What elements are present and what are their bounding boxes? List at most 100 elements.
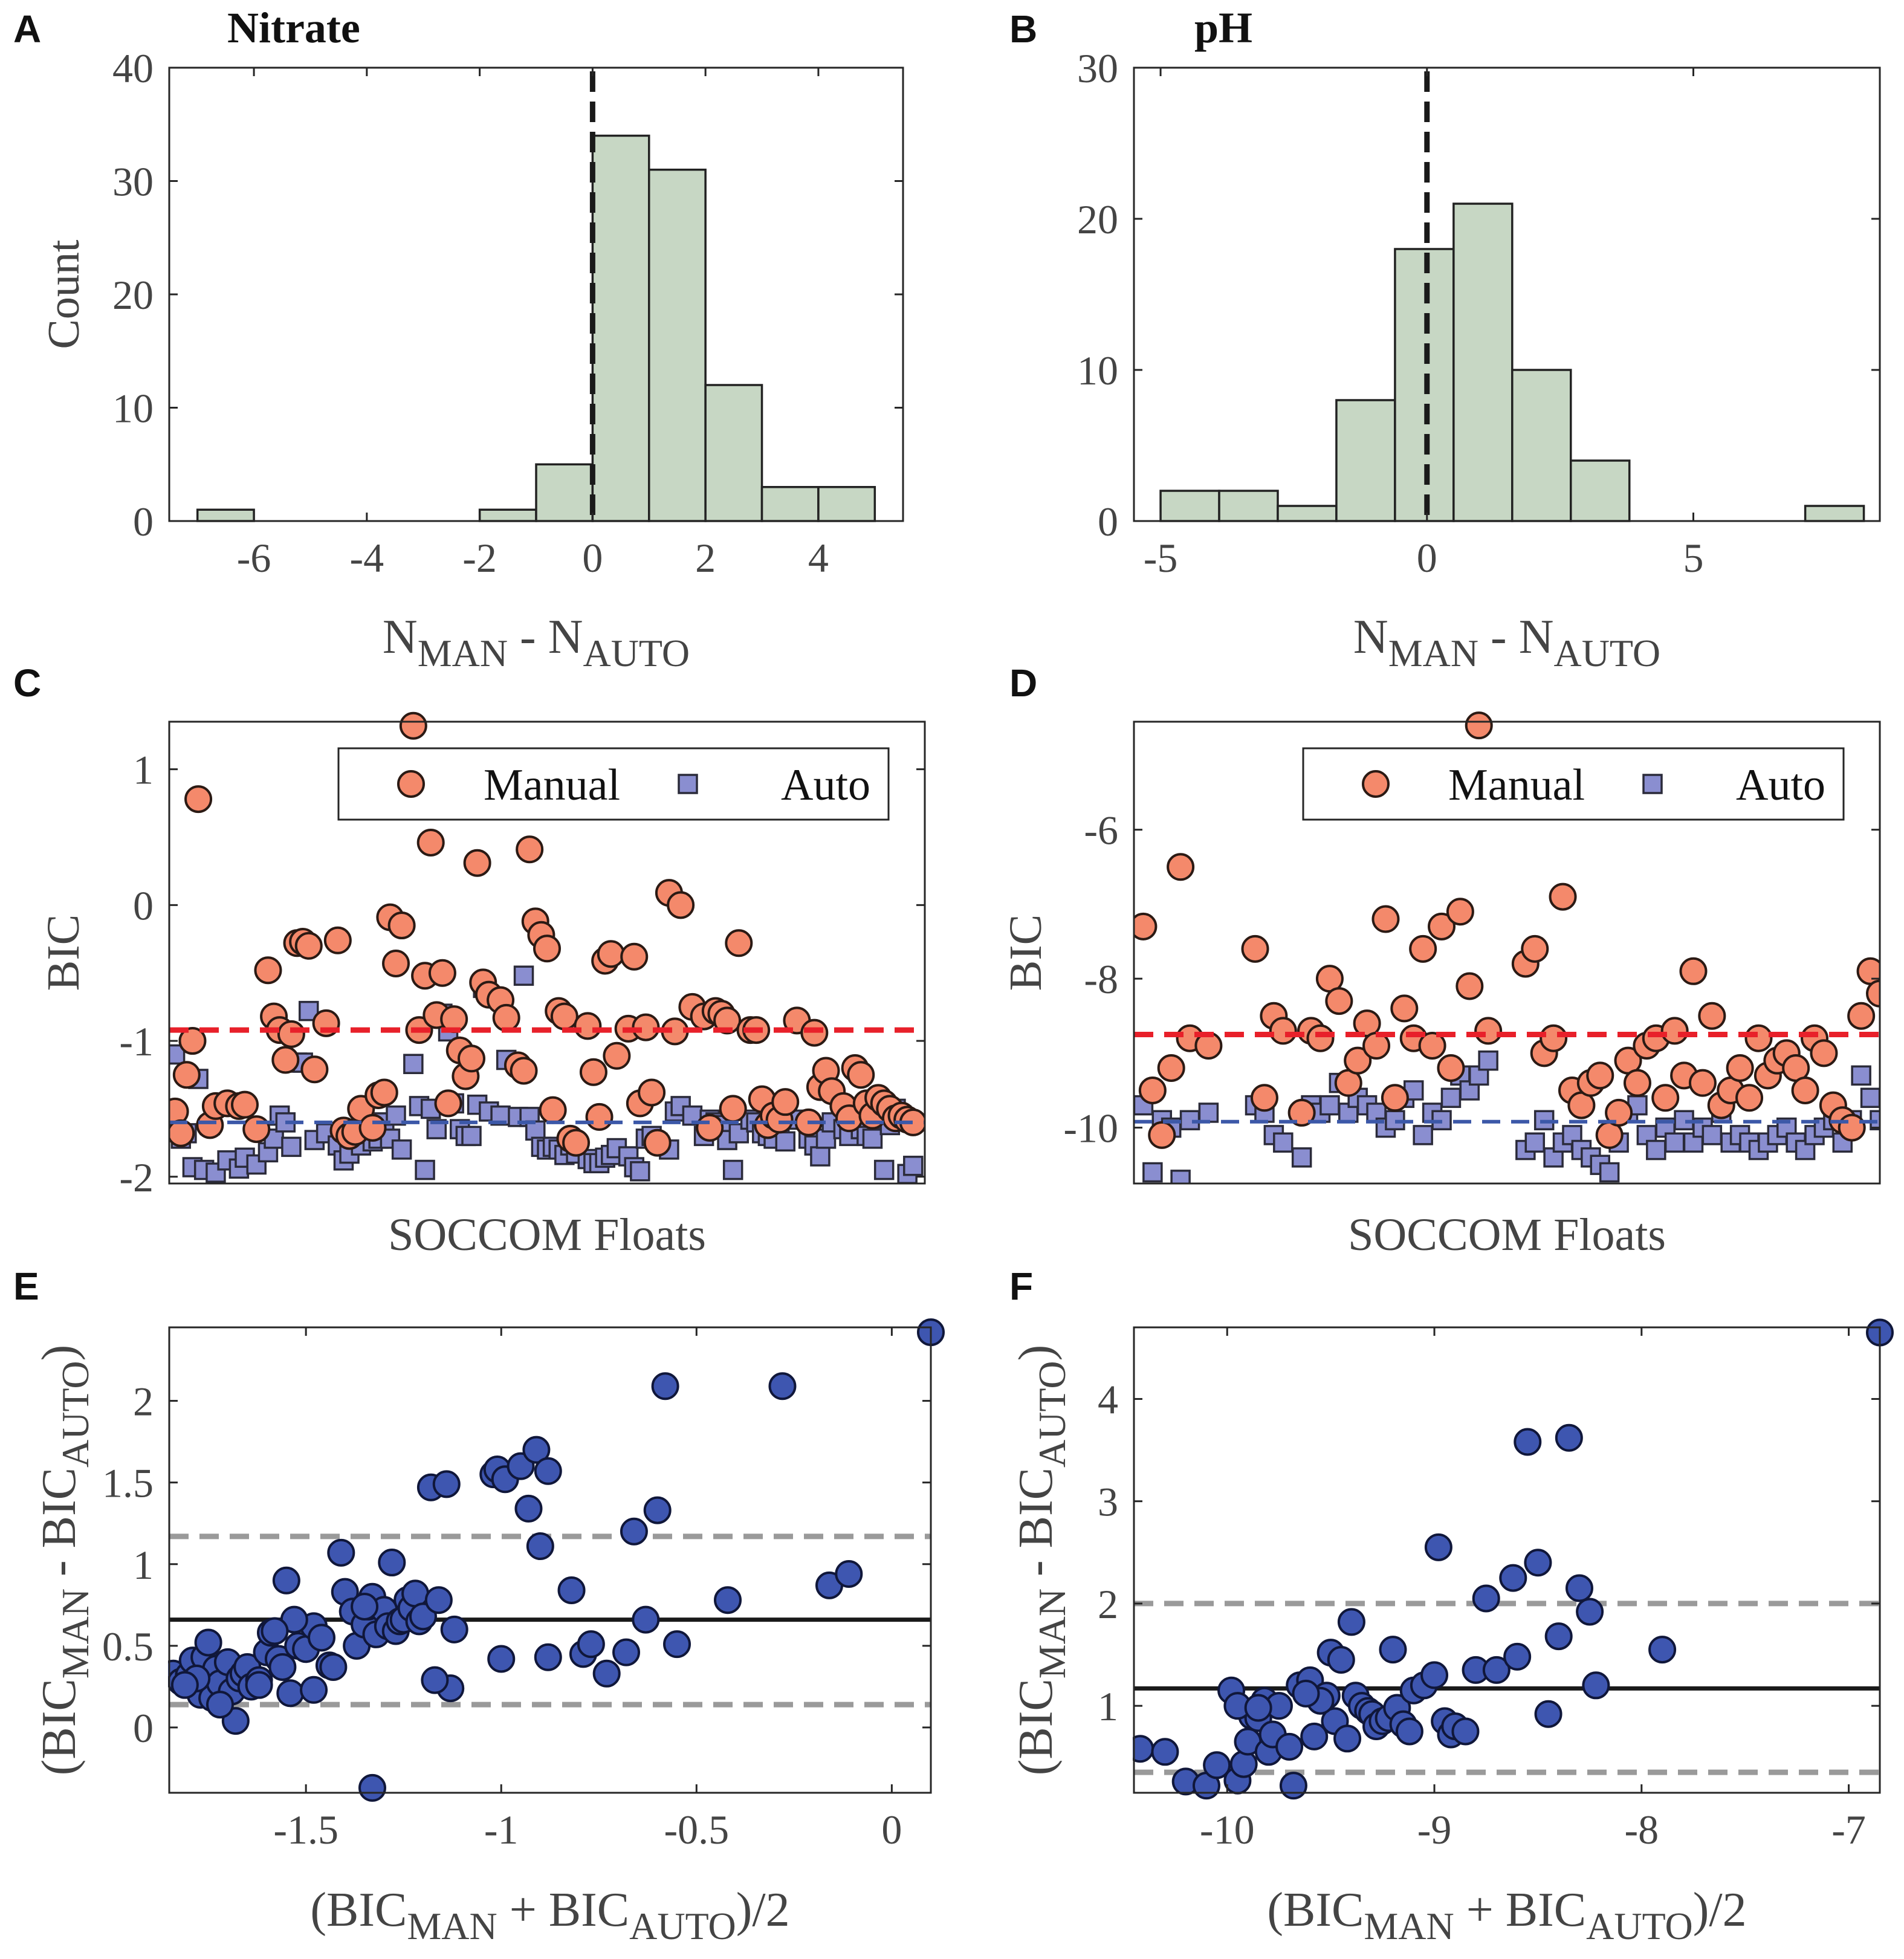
difference-marker	[487, 1645, 516, 1673]
x-tick-label: -1	[484, 1807, 519, 1853]
y-tick-label: 1	[133, 1542, 154, 1588]
plot-frame	[168, 720, 926, 1185]
x-axis-label: SOCCOM Floats	[388, 1209, 706, 1260]
panel-label: F	[1009, 1264, 1033, 1308]
manual-marker	[1474, 1017, 1503, 1045]
legend-auto-label: Auto	[781, 760, 870, 810]
manual-marker	[1138, 1076, 1167, 1104]
panel-A: A Nitrate 0 10 20 30 40 -6 -4 -2 0 2 4 NMAN - NAUTO Co…	[13, 4, 904, 675]
histogram-bar	[1452, 202, 1514, 522]
panel-label: A	[13, 7, 41, 51]
x-tick-label: -10	[1200, 1807, 1255, 1853]
manual-marker	[1465, 711, 1493, 740]
auto-marker	[903, 1156, 924, 1176]
legend-manual-marker	[1362, 770, 1390, 798]
auto-marker	[1440, 1087, 1462, 1109]
manual-marker	[1428, 912, 1456, 941]
difference-marker	[768, 1372, 797, 1400]
manual-marker	[1134, 912, 1158, 941]
difference-marker	[651, 1372, 679, 1400]
x-tick-label: -6	[237, 535, 271, 581]
difference-marker	[1279, 1772, 1307, 1800]
manual-marker	[1586, 1061, 1614, 1090]
legend-manual-label: Manual	[484, 760, 620, 810]
y-tick-label: 0	[133, 1705, 154, 1751]
y-tick-label: -6	[1084, 808, 1118, 853]
difference-marker	[526, 1532, 554, 1561]
difference-marker	[522, 1436, 551, 1464]
y-tick-label: -2	[119, 1154, 154, 1200]
manual-marker	[533, 934, 561, 963]
difference-marker	[1576, 1598, 1604, 1626]
manual-marker	[719, 1095, 747, 1123]
x-tick-label: -5	[1144, 535, 1178, 581]
difference-marker	[1648, 1636, 1677, 1664]
y-axis-label: Count	[39, 239, 89, 349]
difference-marker	[1514, 1428, 1542, 1456]
manual-marker	[1726, 1054, 1754, 1082]
manual-marker	[1306, 1024, 1335, 1052]
manual-marker	[1521, 934, 1549, 963]
histogram-bar	[704, 384, 763, 522]
manual-marker	[463, 849, 491, 877]
difference-marker	[1275, 1732, 1304, 1761]
difference-marker	[1544, 1622, 1573, 1651]
manual-marker	[1549, 882, 1577, 911]
plot-frame	[168, 66, 904, 522]
auto-marker	[403, 1054, 424, 1075]
manual-marker	[271, 1046, 300, 1074]
auto-marker	[415, 1159, 435, 1180]
difference-marker	[206, 1691, 234, 1719]
difference-marker	[358, 1773, 386, 1802]
difference-marker	[1337, 1608, 1365, 1636]
histogram-bar	[196, 508, 255, 522]
plot-area	[1133, 1318, 1894, 1800]
histogram-bar	[1218, 490, 1279, 522]
difference-marker	[592, 1659, 621, 1688]
chart-title: pH	[1194, 4, 1252, 52]
y-axis-label: Count	[39, 239, 89, 349]
difference-marker	[300, 1676, 328, 1704]
difference-marker	[1395, 1717, 1423, 1746]
histogram-bar	[1159, 490, 1220, 522]
manual-marker	[725, 929, 753, 957]
legend: Manual Auto	[337, 747, 890, 821]
difference-marker	[194, 1628, 222, 1657]
difference-marker	[1420, 1661, 1449, 1689]
y-tick-label: -8	[1084, 956, 1118, 1002]
manual-marker	[1660, 1017, 1689, 1045]
manual-marker	[1698, 1002, 1726, 1030]
y-tick-label: 1.5	[102, 1460, 154, 1506]
manual-marker	[1167, 853, 1195, 881]
manual-marker	[1744, 1024, 1773, 1052]
manual-marker	[1446, 898, 1474, 926]
difference-marker	[308, 1624, 335, 1652]
manual-marker	[1371, 905, 1400, 933]
legend-auto-label: Auto	[1736, 760, 1825, 810]
manual-marker	[550, 1002, 578, 1031]
panel-label: B	[1009, 7, 1037, 51]
y-axis-label: (BICMAN - BICAUTO)	[33, 1345, 97, 1776]
manual-marker	[847, 1061, 875, 1089]
difference-marker	[577, 1630, 605, 1659]
manual-marker	[184, 785, 213, 814]
auto-marker	[1198, 1103, 1219, 1123]
histogram-bar	[1511, 369, 1572, 522]
auto-marker	[1291, 1147, 1312, 1168]
manual-marker	[1157, 1054, 1185, 1082]
manual-marker	[713, 1006, 742, 1035]
auto-marker	[169, 1044, 186, 1065]
difference-marker	[327, 1538, 355, 1567]
x-tick-label: -7	[1831, 1807, 1866, 1853]
auto-marker	[513, 965, 534, 986]
manual-marker	[516, 835, 544, 864]
manual-marker	[1437, 1054, 1465, 1082]
manual-marker	[399, 711, 427, 740]
difference-marker	[1582, 1671, 1610, 1700]
x-tick-label: -4	[350, 535, 384, 581]
x-tick-label: 0	[881, 1807, 902, 1853]
panel-label: D	[1009, 661, 1037, 705]
manual-marker	[169, 1119, 195, 1147]
y-tick-label: 0	[133, 882, 154, 928]
manual-marker	[1287, 1098, 1316, 1127]
